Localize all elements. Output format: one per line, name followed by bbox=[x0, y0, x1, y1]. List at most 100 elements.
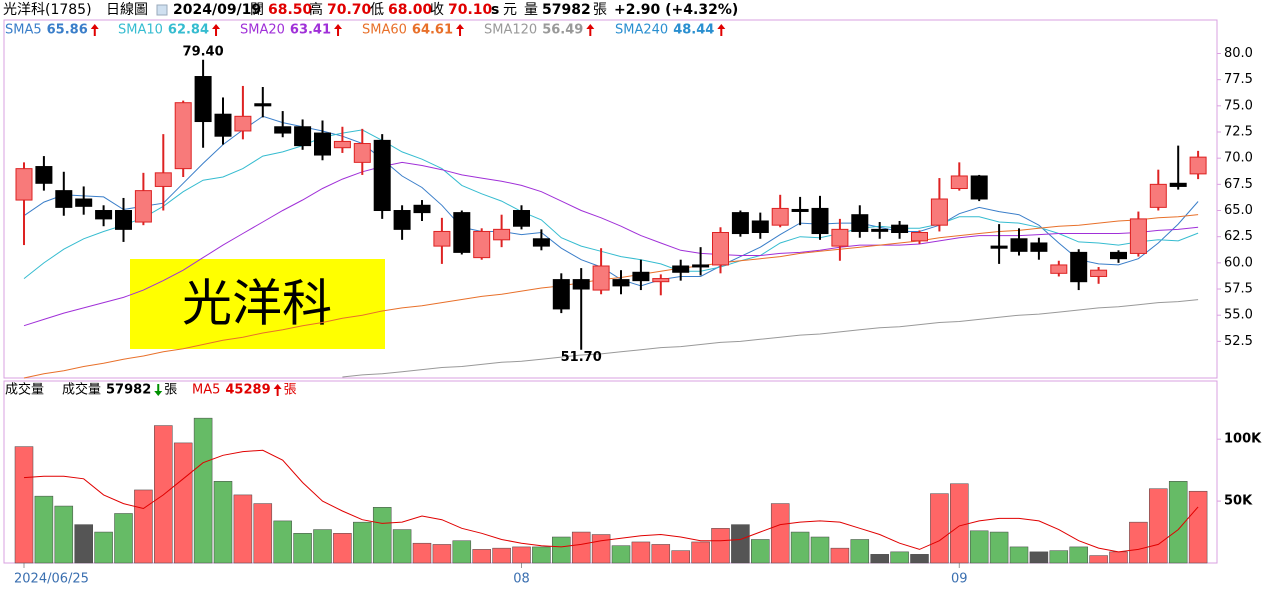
legend-name: SMA120 bbox=[484, 23, 537, 38]
candle-body bbox=[1090, 269, 1108, 277]
volume-bar bbox=[173, 442, 193, 564]
candle-body bbox=[970, 175, 988, 200]
volume-bar bbox=[193, 417, 213, 564]
candle-body bbox=[274, 126, 292, 134]
period: 日線圖 bbox=[106, 2, 148, 18]
trend-arrow bbox=[212, 24, 221, 36]
candle-body bbox=[513, 210, 530, 227]
volume-bar bbox=[651, 544, 671, 564]
candle-body bbox=[294, 126, 312, 147]
candle-body bbox=[154, 172, 172, 187]
candle-body bbox=[1030, 242, 1048, 252]
trend-arrow bbox=[90, 24, 99, 36]
candle-body bbox=[751, 220, 769, 233]
volume-bar bbox=[253, 503, 273, 564]
candle-body bbox=[1129, 218, 1147, 254]
volume-bar bbox=[74, 524, 93, 564]
trend-arrow bbox=[717, 24, 726, 36]
legend-value: 62.84 bbox=[168, 23, 209, 38]
volume-bar bbox=[552, 536, 571, 564]
candle-body bbox=[572, 279, 590, 290]
candle-body bbox=[791, 208, 809, 212]
trend-arrow bbox=[456, 24, 465, 36]
volume-bar bbox=[34, 495, 54, 564]
volume-bar bbox=[134, 489, 153, 564]
volume-bar bbox=[1029, 551, 1049, 564]
volume-bar bbox=[770, 503, 790, 564]
legend-value: 65.86 bbox=[47, 23, 88, 38]
y-tick-label: 75.0 bbox=[1224, 98, 1253, 113]
volume-bar bbox=[1149, 488, 1168, 564]
volume-bar bbox=[14, 446, 34, 564]
legend-value: 63.41 bbox=[290, 23, 331, 38]
volume-bar bbox=[1109, 551, 1128, 564]
candle-body bbox=[592, 265, 610, 291]
volume-bar bbox=[1069, 546, 1088, 564]
legend-name: MA5 bbox=[192, 383, 220, 398]
candle-body bbox=[1010, 238, 1028, 252]
candle-body bbox=[493, 228, 511, 241]
volume-bar bbox=[751, 539, 770, 564]
y-tick-label: 67.5 bbox=[1224, 177, 1253, 192]
stock-name: 光洋科(1785) bbox=[3, 2, 92, 18]
volume-value: 57982 bbox=[542, 2, 591, 18]
high-value: 70.70 bbox=[327, 2, 372, 18]
candle-body bbox=[831, 228, 849, 247]
volume-bar bbox=[492, 547, 511, 564]
watermark: 光洋科 bbox=[182, 275, 332, 333]
candle-body bbox=[1189, 156, 1207, 175]
volume-bar bbox=[532, 546, 551, 564]
volume-bar bbox=[850, 539, 870, 564]
extreme-label: 51.70 bbox=[561, 350, 602, 365]
volume-bar bbox=[950, 483, 969, 564]
volume-bar bbox=[353, 521, 372, 564]
candle-body bbox=[731, 212, 749, 235]
candle-body bbox=[1169, 182, 1187, 187]
extreme-label: 79.40 bbox=[183, 44, 224, 59]
volume-bar bbox=[392, 529, 412, 564]
legend-name: SMA20 bbox=[240, 23, 285, 38]
volume-bar bbox=[890, 551, 909, 564]
y-tick-label: 60.0 bbox=[1224, 255, 1253, 270]
x-tick-label: 08 bbox=[513, 572, 530, 587]
candle-body bbox=[95, 210, 113, 220]
volume-bar bbox=[969, 530, 989, 564]
volume-bar bbox=[930, 493, 949, 564]
price-panel bbox=[3, 19, 1218, 379]
legend-value: 64.61 bbox=[412, 23, 453, 38]
volume-bar bbox=[512, 546, 531, 564]
volume-bar bbox=[1168, 481, 1188, 564]
y-tick-label: 57.5 bbox=[1224, 282, 1253, 297]
legend-name: 成交量 bbox=[62, 382, 101, 398]
volume-bar bbox=[631, 541, 651, 564]
candle-body bbox=[1110, 251, 1127, 260]
candle-body bbox=[552, 279, 570, 310]
volume-bar bbox=[910, 554, 929, 564]
x-tick-label: 2024/06/25 bbox=[14, 572, 89, 587]
volume-bar bbox=[293, 533, 312, 564]
low-label: 低 bbox=[370, 2, 384, 18]
volume-bar bbox=[731, 524, 750, 564]
candle-body bbox=[692, 264, 710, 268]
candle-body bbox=[652, 278, 670, 283]
y-tick-label: 62.5 bbox=[1224, 229, 1253, 244]
volume-bar bbox=[1009, 546, 1029, 564]
candle-body bbox=[612, 279, 630, 287]
candle-body bbox=[891, 224, 909, 233]
candle-body bbox=[632, 271, 650, 282]
candle-body bbox=[413, 204, 431, 214]
legend-value: 56.49 bbox=[542, 23, 583, 38]
candle-body bbox=[930, 198, 948, 226]
ma-line bbox=[23, 129, 1199, 279]
trend-arrow bbox=[586, 24, 595, 36]
volume-bar bbox=[54, 505, 74, 564]
volume-bar bbox=[571, 531, 591, 564]
currency: 元 bbox=[503, 2, 517, 18]
volume-bar bbox=[472, 549, 491, 564]
candle-body bbox=[433, 230, 451, 247]
volume-bar bbox=[1089, 555, 1108, 564]
candle-body bbox=[373, 139, 391, 212]
volume-label: 量 bbox=[524, 2, 538, 18]
volume-bar bbox=[233, 494, 253, 564]
